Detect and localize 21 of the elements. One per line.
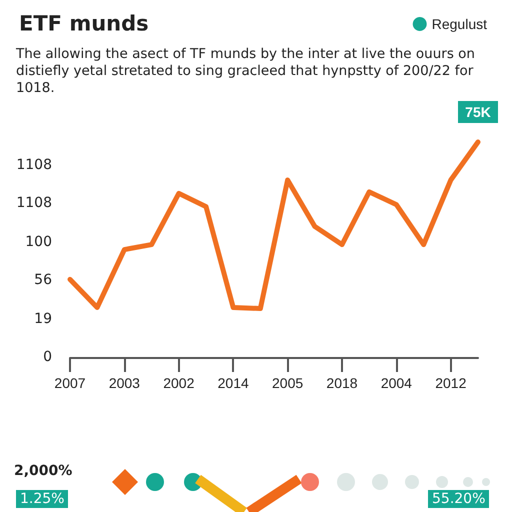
x-tick-label: 2007	[54, 375, 86, 391]
x-tick-label: 2002	[163, 375, 195, 391]
x-tick-label: 2018	[326, 375, 358, 391]
annotation: 75K	[465, 104, 491, 120]
x-tick-label: 2004	[380, 375, 412, 391]
legend-label: Regulust	[432, 16, 488, 32]
text: 55.20%	[428, 490, 490, 508]
chart-subtitle: The allowing the asect of TF munds by the inter at live the ouurs on distiefly yetal stretated to sing gracleed that hynpstty of 200/22 for 1018.	[16, 46, 476, 97]
text: 2,000%	[14, 463, 72, 479]
x-tick-label: 2014	[218, 375, 249, 391]
text: 1108	[16, 156, 52, 172]
text: 1.25%	[16, 490, 68, 508]
x-tick-label: 2012	[435, 375, 467, 391]
text: 1108	[16, 195, 52, 211]
x-tick-label: 2003	[108, 375, 140, 391]
text: 19	[34, 310, 52, 326]
x-tick-label: 2005	[272, 375, 304, 391]
text: 56	[34, 272, 52, 288]
text: 0	[43, 349, 52, 365]
text: 100	[25, 234, 52, 250]
chart-title: ETF munds	[19, 12, 149, 36]
